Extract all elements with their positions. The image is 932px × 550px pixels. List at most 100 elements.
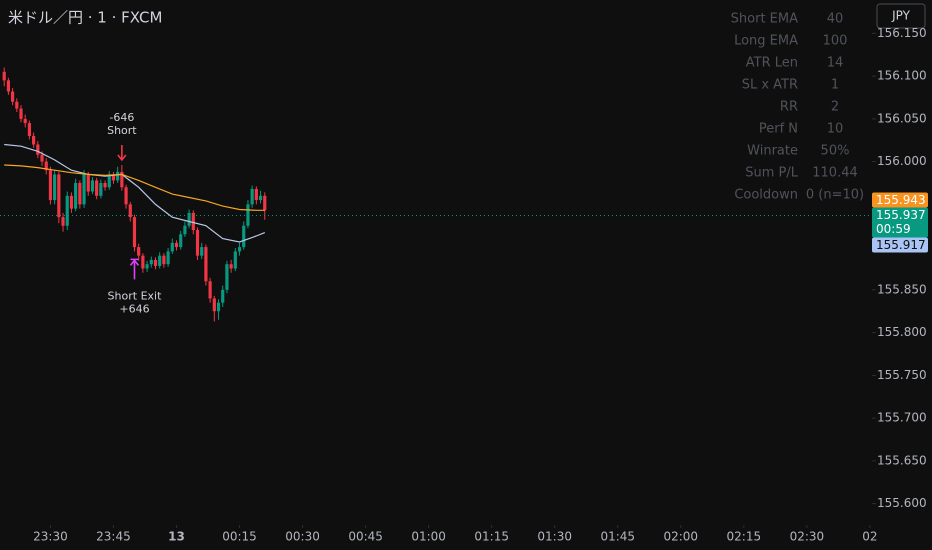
candle-body	[132, 217, 137, 248]
signal-arrow	[129, 258, 140, 280]
candle-body	[204, 247, 208, 282]
setting-value: 110.44	[812, 166, 858, 181]
candle-body	[162, 255, 166, 265]
x-tick-label: 01:15	[474, 530, 509, 544]
candle-body	[120, 171, 124, 188]
candle-body	[258, 195, 263, 201]
candle-body	[145, 264, 149, 269]
candle-body	[242, 225, 246, 248]
setting-value: 40	[827, 12, 844, 27]
x-tick-label: 00:30	[285, 530, 320, 544]
candle-body	[78, 182, 82, 205]
y-tick-label: 155.700	[877, 411, 927, 425]
setting-label: Perf N	[759, 122, 798, 137]
candle-body	[74, 182, 78, 209]
x-tick-label: 02:15	[727, 530, 762, 544]
candle-body	[153, 259, 158, 266]
candle-body	[149, 259, 153, 265]
candle-body	[107, 174, 111, 188]
candle-body	[237, 247, 242, 252]
candle-body	[233, 251, 237, 269]
y-tick-label: 155.850	[877, 282, 927, 296]
candle-body	[61, 217, 65, 226]
x-tick-label: 02:30	[790, 530, 825, 544]
signal-label: Short Exit	[108, 289, 163, 302]
candle-body	[212, 298, 216, 312]
candle-body	[44, 161, 48, 171]
y-tick-label: 155.600	[877, 496, 927, 510]
candle-body	[183, 225, 187, 235]
candle-body	[216, 302, 221, 312]
y-tick-label: 156.150	[877, 26, 927, 40]
candle-body	[90, 180, 95, 192]
x-tick-label: 02	[862, 530, 877, 544]
y-tick-label: 156.000	[877, 154, 927, 168]
setting-value: 14	[827, 56, 844, 71]
candle-body	[65, 195, 69, 226]
candle-body	[250, 188, 254, 205]
candle-body	[141, 255, 145, 269]
signal-label: -646	[109, 111, 134, 124]
setting-label: ATR Len	[746, 56, 798, 71]
candle-body	[36, 144, 40, 155]
price-label-box	[872, 237, 928, 253]
x-tick-label: 13	[168, 530, 185, 544]
candle-body	[95, 180, 99, 196]
setting-label: Short EMA	[731, 12, 798, 27]
candle-body	[82, 174, 86, 205]
setting-label: Winrate	[747, 144, 798, 159]
currency-button[interactable]	[876, 3, 926, 29]
candle-body	[53, 174, 57, 201]
x-tick-label: 01:00	[411, 530, 446, 544]
candle-body	[195, 230, 200, 256]
candle-body	[179, 234, 183, 248]
candle-body	[225, 264, 229, 290]
candle-body	[200, 247, 204, 256]
setting-value: 0 (n=10)	[806, 188, 864, 203]
y-tick-label: 156.100	[877, 69, 927, 83]
signal-label: +646	[119, 302, 149, 315]
price-label-box	[872, 207, 928, 238]
candle-body	[246, 204, 250, 226]
setting-value: 100	[823, 34, 848, 49]
price-label: 155.937	[876, 208, 926, 222]
y-tick-label: 156.050	[877, 111, 927, 125]
candle-body	[187, 212, 191, 226]
x-tick-label: 23:45	[96, 530, 131, 544]
candle-body	[166, 251, 170, 265]
setting-label: RR	[780, 100, 798, 115]
x-tick-label: 01:30	[537, 530, 572, 544]
setting-label: Long EMA	[734, 34, 798, 49]
candle-body	[128, 204, 132, 218]
currency-label[interactable]: JPY	[891, 9, 911, 23]
candle-body	[229, 264, 233, 269]
x-tick-label: 00:15	[222, 530, 257, 544]
setting-value: 50%	[821, 144, 850, 159]
candle-body	[174, 242, 179, 248]
candle-body	[86, 174, 90, 192]
candle-body	[2, 71, 6, 81]
candle-body	[124, 187, 128, 205]
candle-body	[191, 212, 195, 231]
x-tick-label: 01:45	[600, 530, 635, 544]
candle-body	[57, 174, 61, 218]
setting-label: SL x ATR	[742, 78, 798, 93]
candle-body	[27, 123, 32, 136]
ema-line	[4, 164, 265, 211]
x-tick-label: 02:00	[663, 530, 698, 544]
candle-body	[158, 255, 162, 266]
y-tick-label: 155.650	[877, 453, 927, 467]
candle-body	[15, 101, 19, 109]
candle-body	[137, 247, 141, 256]
chart-title: 米ドル／円 · 1 · FXCM	[8, 9, 162, 27]
y-tick-label: 155.800	[877, 325, 927, 339]
candle-body	[111, 174, 116, 181]
ema-line	[4, 143, 266, 243]
candle-body	[69, 195, 74, 209]
candle-body	[116, 171, 120, 181]
setting-value: 1	[831, 78, 839, 93]
candle-body	[40, 154, 44, 162]
candle-body	[23, 118, 27, 124]
setting-value: 2	[831, 100, 839, 115]
